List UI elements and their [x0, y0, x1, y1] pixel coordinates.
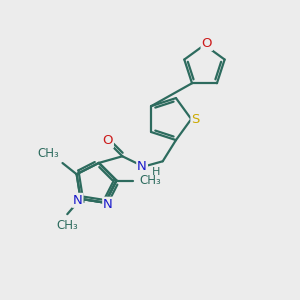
Text: O: O — [102, 134, 113, 148]
Text: O: O — [202, 37, 212, 50]
Text: N: N — [73, 194, 82, 207]
Text: CH₃: CH₃ — [139, 174, 161, 187]
Text: H: H — [152, 167, 160, 178]
Text: N: N — [137, 160, 147, 173]
Text: N: N — [103, 198, 113, 211]
Text: S: S — [191, 112, 200, 126]
Text: CH₃: CH₃ — [38, 146, 60, 160]
Text: CH₃: CH₃ — [56, 219, 78, 232]
